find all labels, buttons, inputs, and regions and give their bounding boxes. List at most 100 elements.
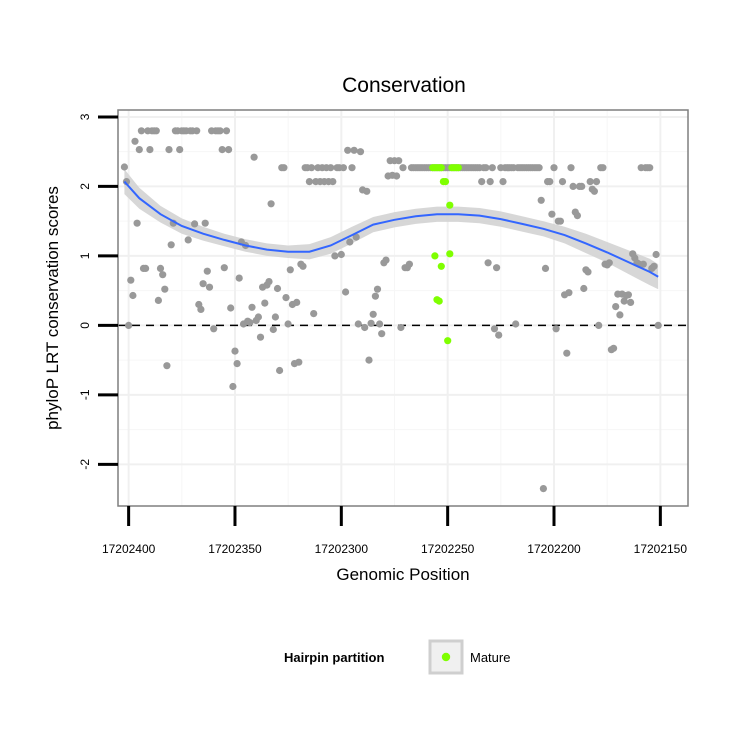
point-other <box>337 250 345 259</box>
point-other <box>580 284 588 293</box>
point-other <box>371 292 379 300</box>
smooth-line <box>123 180 659 278</box>
y-axis-title: phyloP LRT conservation scores <box>43 186 62 430</box>
point-other <box>610 344 618 352</box>
point-mature <box>437 262 445 270</box>
x-tick-label: 17202200 <box>527 542 581 556</box>
point-other <box>339 164 347 172</box>
point-other <box>210 325 218 333</box>
point-other <box>405 260 413 268</box>
point-other <box>367 319 375 327</box>
point-mature <box>446 201 454 209</box>
point-other <box>550 164 558 172</box>
point-other <box>265 278 273 286</box>
point-other <box>176 146 184 154</box>
point-other <box>573 212 582 220</box>
point-other <box>548 210 556 218</box>
point-other <box>133 219 141 227</box>
point-other <box>488 164 496 172</box>
point-other <box>131 137 139 145</box>
point-other <box>348 164 356 172</box>
legend-title: Hairpin partition <box>284 650 384 665</box>
point-other <box>307 164 316 172</box>
point-other <box>154 296 162 304</box>
point-other <box>382 256 390 264</box>
point-other <box>299 262 307 270</box>
point-other <box>152 127 160 135</box>
x-tick-label: 17202400 <box>102 542 156 556</box>
point-mature <box>431 252 439 260</box>
point-other <box>327 164 335 172</box>
point-other <box>137 127 145 135</box>
point-other <box>199 280 207 288</box>
point-other <box>165 146 173 154</box>
point-other <box>365 356 373 364</box>
point-other <box>354 320 362 328</box>
point-other <box>205 283 214 291</box>
point-other <box>146 146 154 154</box>
point-other <box>486 178 494 186</box>
y-tick-label: 0 <box>78 322 92 329</box>
point-other <box>552 325 560 333</box>
point-other <box>225 146 233 154</box>
y-tick-label: 3 <box>78 113 92 120</box>
y-axis: -2 -1 0 1 2 3 <box>78 113 118 470</box>
point-mature <box>444 337 452 345</box>
point-mature <box>435 297 443 305</box>
point-other <box>361 323 369 332</box>
point-other <box>342 288 350 296</box>
point-other <box>482 164 490 172</box>
point-other <box>248 303 256 311</box>
point-other <box>537 196 545 204</box>
x-axis: 17202400 17202350 17202300 17202250 17202200… <box>102 506 687 556</box>
point-mature <box>441 178 450 186</box>
point-other <box>229 382 237 391</box>
point-mature <box>446 250 454 258</box>
point-other <box>344 146 352 154</box>
point-other <box>652 250 660 259</box>
loess-curve <box>123 180 659 278</box>
legend-label-mature: Mature <box>470 650 510 665</box>
point-other <box>639 260 647 268</box>
point-other <box>586 178 594 186</box>
point-other <box>305 178 313 186</box>
point-other <box>363 187 371 195</box>
point-other <box>184 236 192 244</box>
point-other <box>376 320 384 328</box>
point-other <box>246 319 254 327</box>
point-other <box>191 220 199 228</box>
point-other <box>493 264 501 272</box>
point-other <box>535 164 543 172</box>
point-other <box>142 264 150 272</box>
point-other <box>125 321 133 329</box>
point-other <box>650 262 658 270</box>
point-other <box>197 305 205 313</box>
point-other <box>592 178 601 186</box>
point-other <box>233 360 241 368</box>
point-other <box>331 252 339 260</box>
point-other <box>484 259 492 267</box>
point-other <box>578 182 586 190</box>
point-other <box>539 485 548 493</box>
point-other <box>654 321 662 329</box>
point-other <box>478 178 486 186</box>
point-other <box>167 241 175 249</box>
point-other <box>563 349 571 357</box>
point-other <box>286 266 294 274</box>
point-other <box>120 163 128 171</box>
point-other <box>193 127 201 135</box>
point-other <box>273 284 282 293</box>
point-other <box>352 233 360 241</box>
point-other <box>558 178 567 186</box>
point-other <box>624 291 633 299</box>
point-other <box>399 164 407 172</box>
point-other <box>369 310 377 318</box>
point-other <box>231 347 239 355</box>
point-other <box>293 298 301 306</box>
point-other <box>627 298 635 306</box>
point-other <box>235 274 243 282</box>
point-other <box>541 264 550 272</box>
point-other <box>546 178 554 186</box>
point-other <box>282 294 290 302</box>
